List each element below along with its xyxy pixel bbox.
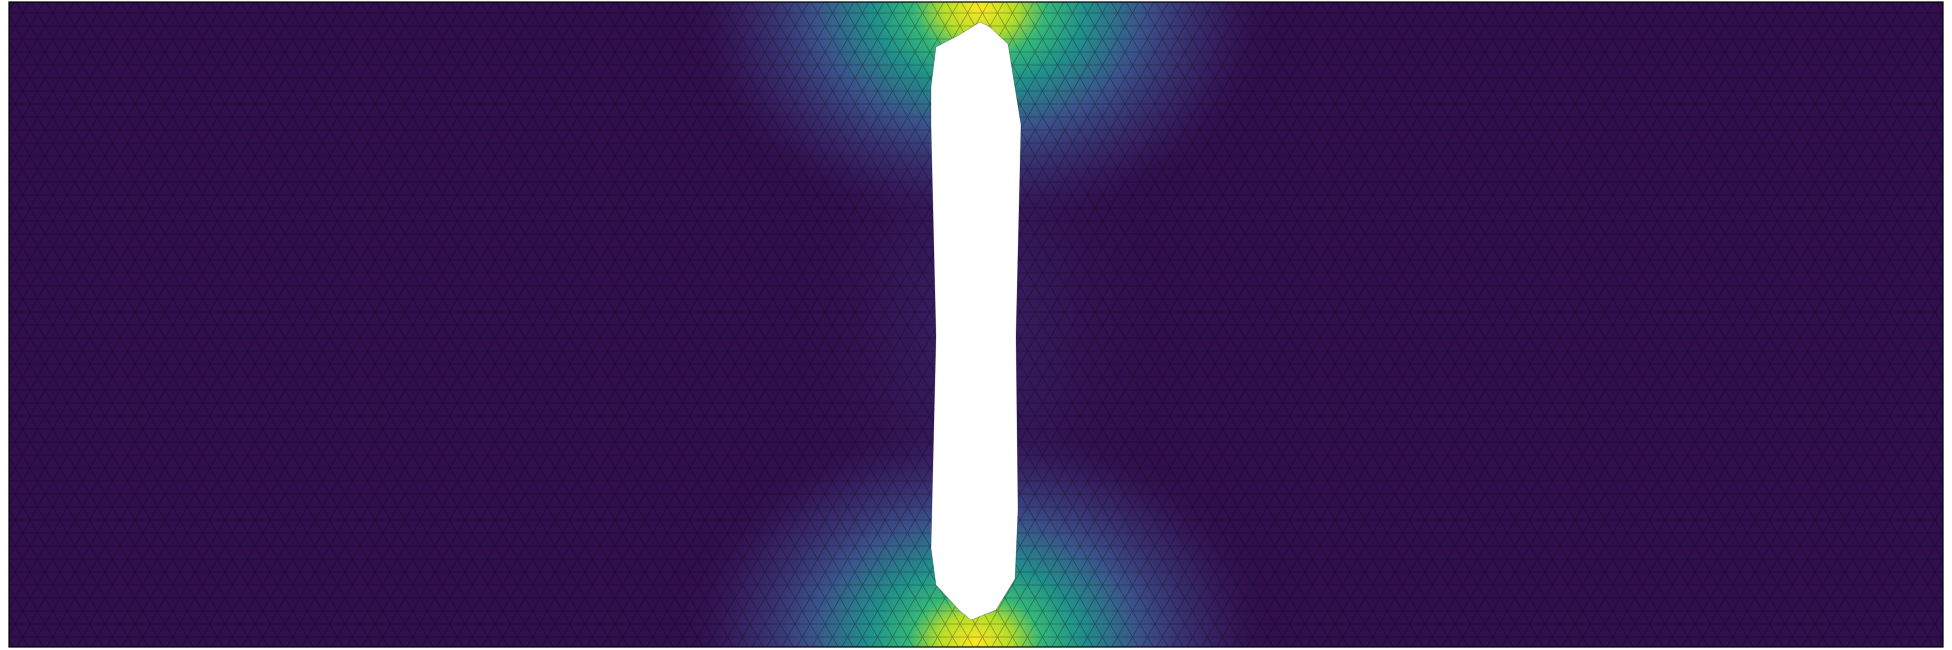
domain-border: [8, 1, 1944, 648]
crack-hole: [930, 21, 1022, 621]
